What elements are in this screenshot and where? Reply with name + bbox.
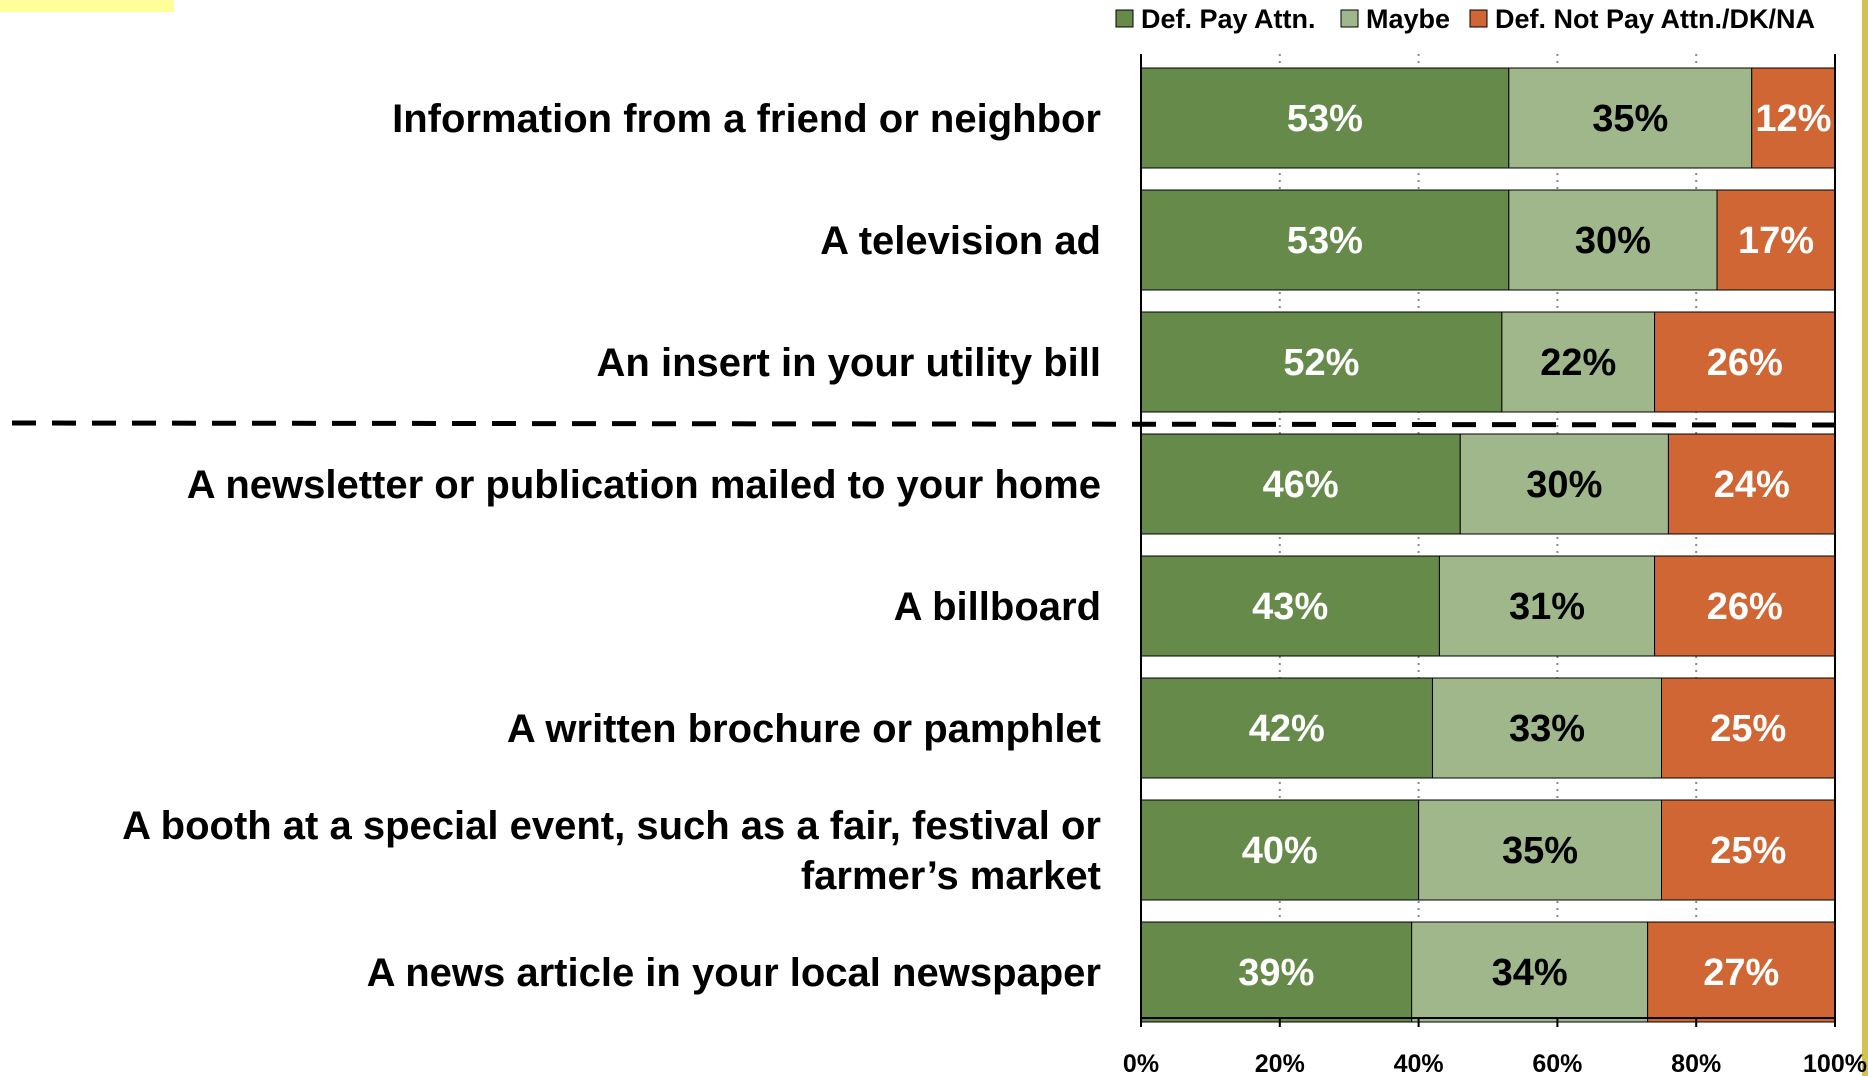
data-label: 30%	[1526, 464, 1602, 506]
data-label: 27%	[1703, 952, 1779, 994]
x-tick-label: 80%	[1671, 1050, 1721, 1076]
data-label: 40%	[1242, 830, 1318, 872]
data-label: 17%	[1738, 220, 1814, 262]
bar-segment	[1667, 433, 1836, 535]
data-label: 35%	[1502, 830, 1578, 872]
data-label: 42%	[1249, 708, 1325, 750]
x-tick-label: 40%	[1394, 1050, 1444, 1076]
data-label: 53%	[1287, 220, 1363, 262]
bar-segment	[1508, 189, 1718, 291]
bar-segment	[1140, 189, 1510, 291]
bar-segment	[1418, 799, 1662, 901]
data-label: 34%	[1492, 952, 1568, 994]
data-label: 12%	[1755, 98, 1831, 140]
bar-segment	[1140, 67, 1510, 169]
bar-segment	[1716, 189, 1836, 291]
data-label: 43%	[1252, 586, 1328, 628]
data-label: 52%	[1283, 342, 1359, 384]
data-label: 33%	[1509, 708, 1585, 750]
data-label: 46%	[1263, 464, 1339, 506]
data-label: 31%	[1509, 586, 1585, 628]
x-axis: 0% 20% 40% 60% 80% 100%	[1123, 54, 1867, 1076]
category-label: An insert in your utility bill	[597, 341, 1101, 385]
bars: 53% 35% 12% 53% 30% 17% 52% 22% 26% 46% 30% 24% 43% 3…	[1140, 67, 1836, 1023]
category-label: farmer’s market	[801, 854, 1101, 898]
right-edge-stripe	[1862, 0, 1868, 1076]
bar-segment	[1140, 433, 1461, 535]
data-label: 53%	[1287, 98, 1363, 140]
bar-segment	[1751, 67, 1836, 169]
bar-segment	[1431, 677, 1662, 779]
bar-segment	[1140, 921, 1413, 1023]
data-label: 25%	[1710, 708, 1786, 750]
x-tick-label: 100%	[1803, 1050, 1867, 1076]
bar-segment	[1411, 921, 1649, 1023]
legend-label: Def. Pay Attn.	[1141, 4, 1316, 34]
category-label: A news article in your local newspaper	[367, 951, 1101, 995]
category-label: A television ad	[820, 219, 1101, 263]
bar-segment	[1654, 311, 1836, 413]
legend-label: Def. Not Pay Attn./DK/NA	[1495, 4, 1815, 34]
category-label: A booth at a special event, such as a fa…	[122, 804, 1101, 848]
legend: Def. Pay Attn. Maybe Def. Not Pay Attn./DK…	[1115, 4, 1815, 34]
data-label: 26%	[1707, 586, 1783, 628]
dashed-separator	[11, 420, 1843, 428]
data-label: 26%	[1707, 342, 1783, 384]
bar-segment	[1654, 555, 1836, 657]
data-label: 30%	[1575, 220, 1651, 262]
legend-swatch	[1115, 9, 1134, 28]
top-left-highlight	[0, 0, 174, 12]
bar-segment	[1501, 311, 1656, 413]
category-label: A billboard	[894, 585, 1101, 629]
bar-segment	[1661, 677, 1836, 779]
category-label: A newsletter or publication mailed to yo…	[187, 463, 1101, 507]
category-label: Information from a friend or neighbor	[392, 97, 1101, 141]
x-tick-label: 0%	[1123, 1050, 1159, 1076]
data-label: 24%	[1714, 464, 1790, 506]
data-label: 25%	[1710, 830, 1786, 872]
data-label: 22%	[1540, 342, 1616, 384]
legend-swatch	[1340, 9, 1359, 28]
bar-segment	[1140, 799, 1420, 901]
legend-label: Maybe	[1366, 4, 1450, 34]
bar-segment	[1508, 67, 1753, 169]
data-label: 35%	[1592, 98, 1668, 140]
bar-segment	[1438, 555, 1656, 657]
legend-swatch	[1469, 9, 1488, 28]
data-label: 39%	[1238, 952, 1314, 994]
x-tick-label: 60%	[1532, 1050, 1582, 1076]
x-tick-label: 20%	[1255, 1050, 1305, 1076]
bar-segment	[1140, 311, 1503, 413]
bar-segment	[1140, 555, 1440, 657]
category-label: A written brochure or pamphlet	[507, 707, 1101, 751]
bar-segment	[1661, 799, 1836, 901]
category-labels: Information from a friend or neighbor A t…	[122, 97, 1101, 995]
